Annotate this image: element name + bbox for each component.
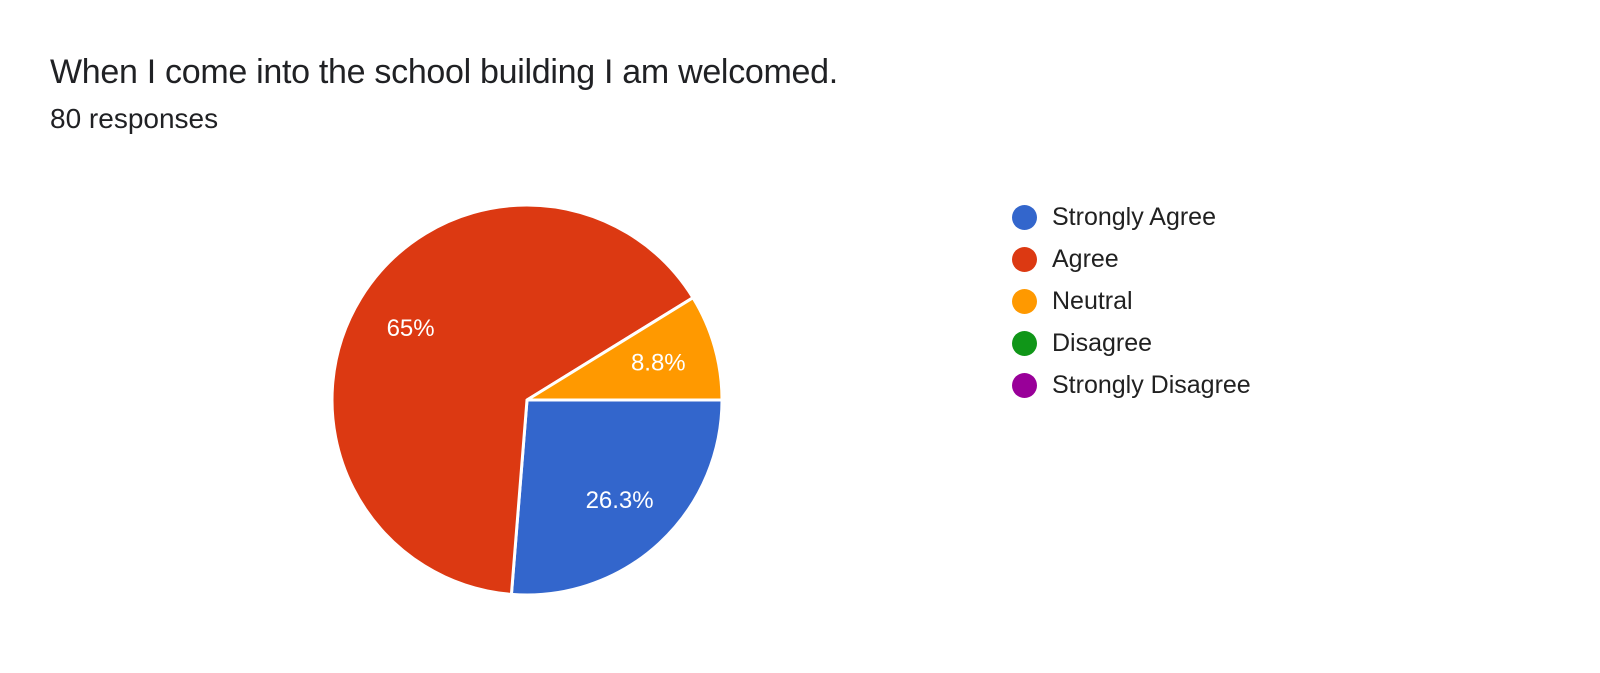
response-count: 80 responses: [50, 103, 219, 134]
legend-color-dot-strongly-disagree: [1012, 373, 1037, 398]
legend-item-strongly-agree: Strongly Agree: [1012, 203, 1251, 231]
legend-label-strongly-agree: Strongly Agree: [1052, 203, 1216, 231]
slice-label-agree: 65%: [387, 315, 435, 342]
legend-label-disagree: Disagree: [1052, 329, 1153, 357]
pie-chart: 26.3% 65% 8.8%: [330, 203, 724, 597]
legend-label-strongly-disagree: Strongly Disagree: [1052, 371, 1251, 399]
legend-color-dot-agree: [1012, 247, 1037, 272]
legend-color-dot-neutral: [1012, 289, 1037, 314]
pie-slice-strongly-agree[interactable]: [509, 398, 724, 597]
pie-slice-neutral[interactable]: [525, 296, 724, 402]
question-title: When I come into the school building I a…: [50, 53, 838, 91]
legend-color-dot-strongly-agree: [1012, 205, 1037, 230]
legend-item-strongly-disagree: Strongly Disagree: [1012, 371, 1251, 399]
pie-slice-agree[interactable]: [330, 203, 695, 596]
legend-label-neutral: Neutral: [1052, 287, 1133, 315]
legend-label-agree: Agree: [1052, 245, 1119, 273]
slice-label-strongly-agree: 26.3%: [586, 487, 654, 514]
legend: Strongly Agree Agree Neutral Disagree Strong…: [1012, 203, 1251, 399]
slice-label-neutral: 8.8%: [631, 349, 686, 376]
legend-color-dot-disagree: [1012, 331, 1037, 356]
legend-item-neutral: Neutral: [1012, 287, 1251, 315]
legend-item-disagree: Disagree: [1012, 329, 1251, 357]
legend-item-agree: Agree: [1012, 245, 1251, 273]
